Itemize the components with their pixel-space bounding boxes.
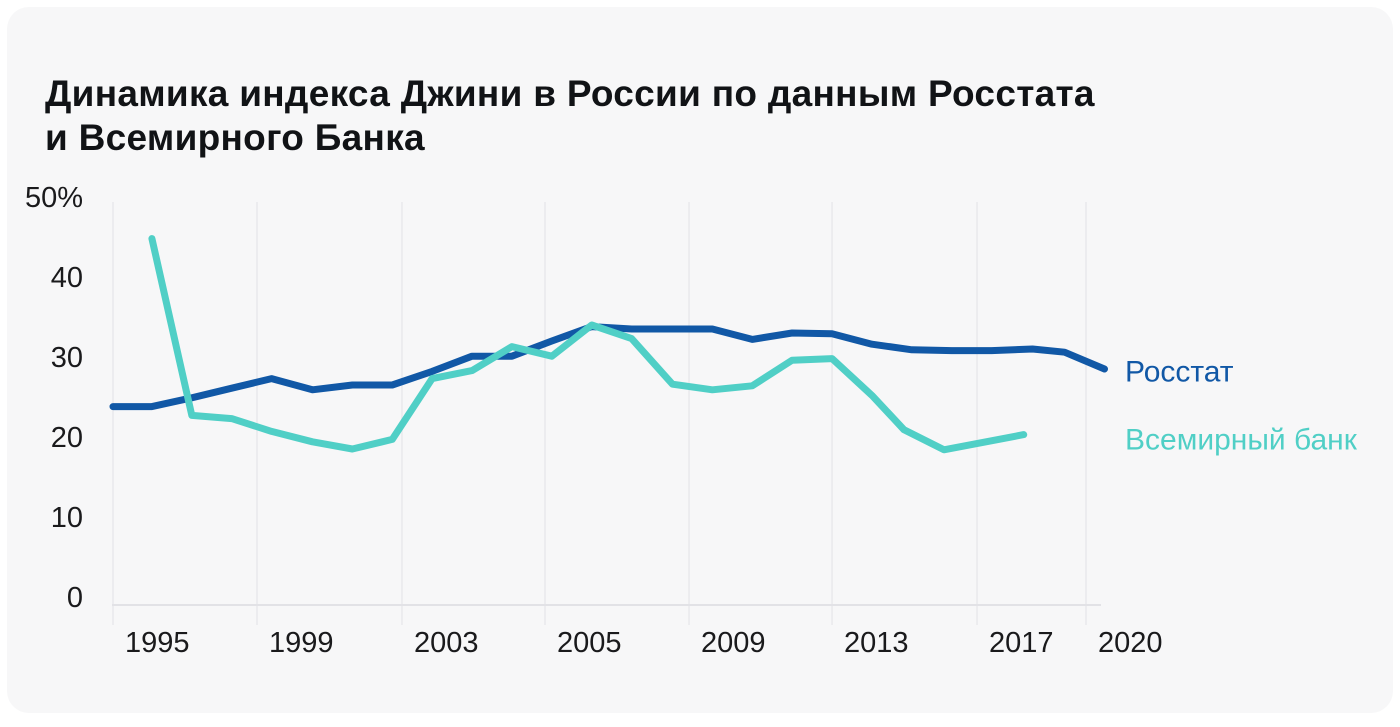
y-tick-label: 30 xyxy=(51,342,83,374)
legend-label-world-bank: Всемирный банк xyxy=(1125,424,1358,457)
x-tick-label: 2009 xyxy=(701,627,766,659)
y-tick-label: 20 xyxy=(51,422,83,454)
x-tick-label: 2013 xyxy=(844,627,909,659)
y-tick-label: 0 xyxy=(67,582,83,614)
tick-labels-layer: 1995 1999 2003 2005 2009 2013 2017 2020 0 10 20 30 4… xyxy=(25,182,1163,659)
x-tick-label: 2020 xyxy=(1098,627,1163,659)
gini-line-chart: 1995 1999 2003 2005 2009 2013 2017 2020 0 10 20 30 4… xyxy=(7,7,1400,727)
series-layer xyxy=(113,239,1104,450)
chart-card: Динамика индекса Джини в России по данны… xyxy=(7,7,1393,713)
x-tick-label: 1999 xyxy=(269,627,334,659)
x-tick-label: 2005 xyxy=(557,627,622,659)
x-tick-label: 2003 xyxy=(414,627,479,659)
x-tick-label: 2017 xyxy=(989,627,1054,659)
legend-label-rosstat: Росстат xyxy=(1125,356,1234,389)
x-tick-label: 1995 xyxy=(125,627,190,659)
y-tick-label: 50% xyxy=(25,182,83,214)
y-tick-label: 10 xyxy=(51,502,83,534)
rosstat-line xyxy=(113,327,1104,407)
gridlines-layer xyxy=(113,202,1086,625)
y-tick-label: 40 xyxy=(51,262,83,294)
